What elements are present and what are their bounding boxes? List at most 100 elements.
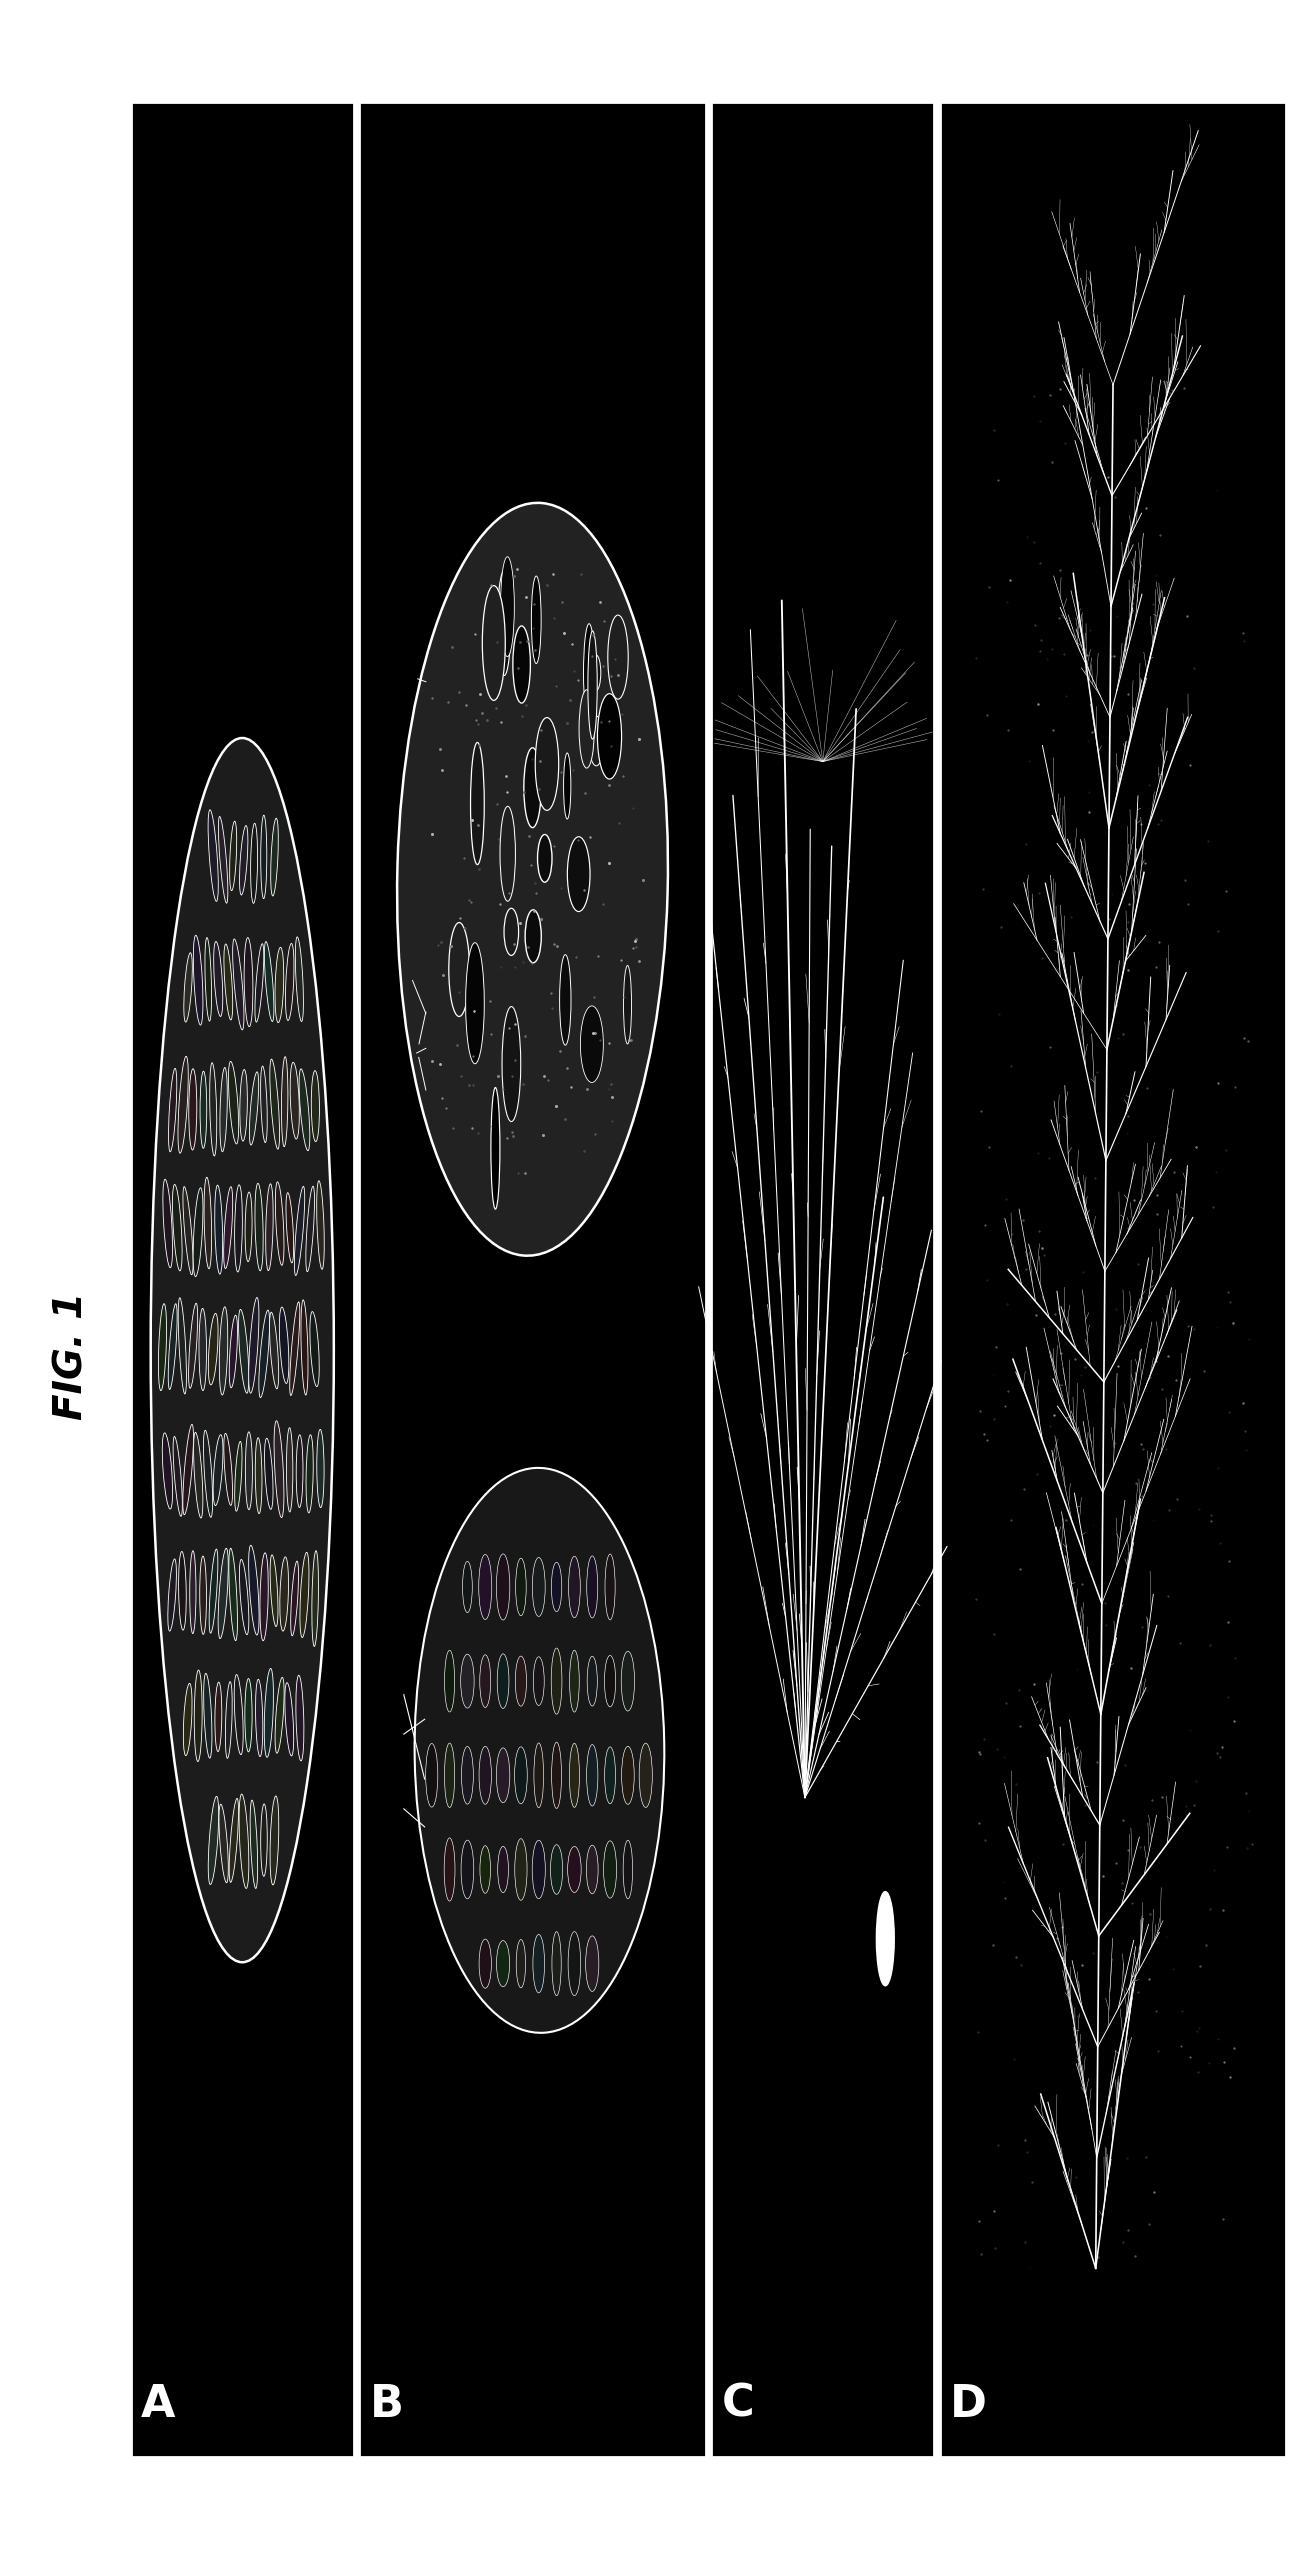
Ellipse shape bbox=[504, 908, 518, 955]
Ellipse shape bbox=[312, 1551, 319, 1645]
Ellipse shape bbox=[214, 942, 223, 1016]
Ellipse shape bbox=[223, 1433, 232, 1505]
Ellipse shape bbox=[568, 1932, 581, 1996]
Ellipse shape bbox=[251, 824, 257, 903]
Ellipse shape bbox=[605, 1553, 615, 1620]
Ellipse shape bbox=[569, 1743, 580, 1807]
Ellipse shape bbox=[223, 1187, 232, 1269]
Ellipse shape bbox=[276, 1182, 283, 1264]
Ellipse shape bbox=[533, 1840, 546, 1899]
Ellipse shape bbox=[589, 717, 603, 765]
Bar bbox=[359, 102, 707, 2457]
Ellipse shape bbox=[213, 1436, 223, 1505]
Ellipse shape bbox=[533, 1656, 545, 1704]
Ellipse shape bbox=[209, 1548, 218, 1633]
Ellipse shape bbox=[479, 1845, 491, 1894]
Ellipse shape bbox=[551, 1564, 562, 1612]
Ellipse shape bbox=[162, 1433, 172, 1510]
Ellipse shape bbox=[533, 1935, 545, 1993]
Ellipse shape bbox=[270, 1059, 279, 1149]
Ellipse shape bbox=[208, 809, 218, 901]
Ellipse shape bbox=[204, 1430, 213, 1517]
Ellipse shape bbox=[584, 624, 594, 722]
Ellipse shape bbox=[260, 1553, 268, 1640]
Ellipse shape bbox=[230, 821, 236, 891]
Ellipse shape bbox=[286, 1192, 294, 1262]
Ellipse shape bbox=[255, 1182, 264, 1272]
Ellipse shape bbox=[588, 1656, 597, 1707]
Ellipse shape bbox=[496, 1748, 509, 1802]
Ellipse shape bbox=[219, 1067, 227, 1152]
Ellipse shape bbox=[515, 1748, 528, 1804]
Text: FIG. 1: FIG. 1 bbox=[52, 1292, 91, 1420]
Ellipse shape bbox=[414, 1469, 665, 2032]
Ellipse shape bbox=[525, 911, 541, 962]
Ellipse shape bbox=[300, 1553, 310, 1638]
Ellipse shape bbox=[204, 1177, 212, 1269]
Ellipse shape bbox=[533, 1558, 545, 1617]
Ellipse shape bbox=[193, 1187, 202, 1277]
Ellipse shape bbox=[585, 1937, 599, 1991]
Ellipse shape bbox=[291, 1561, 299, 1635]
Ellipse shape bbox=[296, 1436, 303, 1507]
Ellipse shape bbox=[184, 952, 192, 1021]
Ellipse shape bbox=[215, 1681, 222, 1750]
Ellipse shape bbox=[244, 1679, 252, 1753]
Ellipse shape bbox=[208, 1796, 218, 1883]
Ellipse shape bbox=[183, 1684, 192, 1755]
Ellipse shape bbox=[470, 742, 485, 865]
Ellipse shape bbox=[482, 586, 505, 701]
Ellipse shape bbox=[239, 827, 248, 896]
Ellipse shape bbox=[179, 1551, 187, 1630]
Ellipse shape bbox=[204, 1674, 212, 1758]
Ellipse shape bbox=[498, 1653, 509, 1709]
Ellipse shape bbox=[461, 1745, 473, 1804]
Ellipse shape bbox=[269, 1313, 278, 1390]
Ellipse shape bbox=[239, 1558, 249, 1635]
Ellipse shape bbox=[532, 576, 541, 663]
Ellipse shape bbox=[219, 1308, 227, 1395]
Ellipse shape bbox=[286, 1428, 293, 1512]
Ellipse shape bbox=[876, 1891, 895, 1986]
Ellipse shape bbox=[516, 1656, 526, 1707]
Ellipse shape bbox=[219, 1804, 229, 1883]
Ellipse shape bbox=[550, 1845, 563, 1894]
Ellipse shape bbox=[479, 1656, 491, 1707]
Ellipse shape bbox=[515, 1840, 528, 1901]
Ellipse shape bbox=[279, 1308, 289, 1384]
Ellipse shape bbox=[569, 1651, 580, 1712]
Ellipse shape bbox=[214, 1185, 222, 1274]
Ellipse shape bbox=[178, 1297, 187, 1395]
Ellipse shape bbox=[205, 937, 212, 1021]
Ellipse shape bbox=[534, 1743, 543, 1807]
Ellipse shape bbox=[270, 1796, 278, 1886]
Ellipse shape bbox=[311, 1070, 320, 1141]
Ellipse shape bbox=[622, 1651, 635, 1712]
Ellipse shape bbox=[168, 1303, 178, 1390]
Ellipse shape bbox=[274, 1420, 283, 1517]
Ellipse shape bbox=[279, 1556, 289, 1630]
Ellipse shape bbox=[564, 752, 571, 819]
Ellipse shape bbox=[290, 1303, 300, 1395]
Ellipse shape bbox=[586, 1556, 598, 1617]
Ellipse shape bbox=[229, 1548, 238, 1640]
Ellipse shape bbox=[516, 1940, 525, 1988]
Ellipse shape bbox=[168, 1558, 176, 1630]
Ellipse shape bbox=[261, 1804, 268, 1876]
Ellipse shape bbox=[244, 937, 253, 1026]
Ellipse shape bbox=[567, 837, 590, 911]
Ellipse shape bbox=[538, 834, 552, 883]
Ellipse shape bbox=[256, 1679, 263, 1755]
Ellipse shape bbox=[444, 1743, 454, 1807]
Ellipse shape bbox=[500, 558, 515, 658]
Bar bbox=[131, 102, 354, 2457]
Ellipse shape bbox=[265, 1185, 273, 1272]
Ellipse shape bbox=[590, 655, 601, 691]
Ellipse shape bbox=[218, 1548, 229, 1638]
Text: B: B bbox=[370, 2382, 404, 2426]
Ellipse shape bbox=[232, 939, 244, 1029]
Ellipse shape bbox=[498, 571, 511, 676]
Ellipse shape bbox=[276, 1676, 285, 1753]
Text: A: A bbox=[141, 2382, 175, 2426]
Ellipse shape bbox=[249, 1072, 259, 1144]
